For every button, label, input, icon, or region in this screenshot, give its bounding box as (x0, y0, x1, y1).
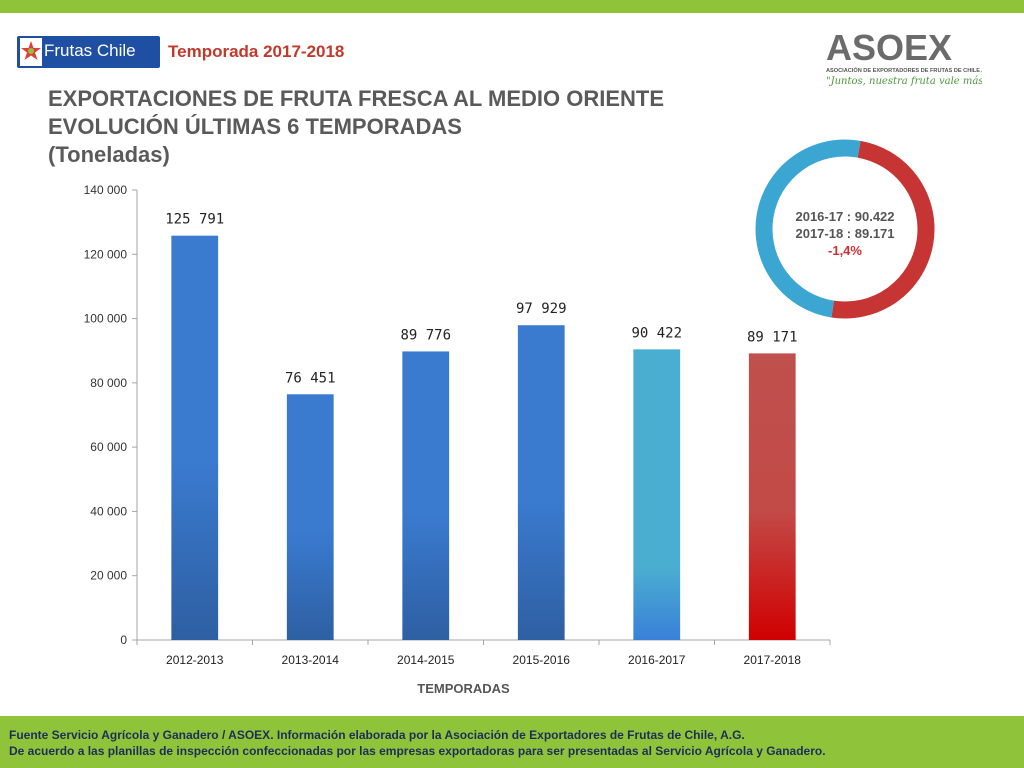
top-accent-bar (0, 0, 1024, 13)
asoex-logo-subtitle: ASOCIACIÓN DE EXPORTADORES DE FRUTAS DE … (826, 66, 982, 74)
bar-value-label: 76 451 (285, 370, 336, 386)
frutas-de-chile-logo: Frutas Chile (17, 36, 160, 68)
y-tick-label: 0 (120, 633, 127, 647)
page-title-line-3: (Toneladas) (48, 142, 170, 167)
bar-2017-2018 (748, 353, 796, 640)
donut-slice-2017-18 (831, 140, 935, 319)
donut-slice-2016-17 (755, 139, 861, 318)
logo-text: Frutas Chile (44, 41, 136, 60)
bar-value-label: 89 776 (400, 327, 451, 343)
y-tick-label: 120 000 (84, 247, 128, 261)
x-axis-title: TEMPORADAS (417, 681, 510, 696)
bar-chart: 0 20 000 40 000 60 000 80 000 100 000 120 000 1… (84, 183, 831, 696)
bar-2014-2015 (402, 351, 450, 640)
y-tick-label: 40 000 (90, 504, 127, 518)
y-tick-label: 100 000 (84, 312, 128, 326)
y-tick-label: 20 000 (90, 569, 127, 583)
footer-bar: Fuente Servicio Agrícola y Ganadero / AS… (0, 716, 1024, 768)
footer-source-line: Fuente Servicio Agrícola y Ganadero / AS… (9, 728, 745, 742)
asoex-logo: ASOEX ASOCIACIÓN DE EXPORTADORES DE FRUT… (826, 28, 982, 87)
bar-value-label: 97 929 (516, 301, 567, 317)
asoex-logo-slogan: "Juntos, nuestra fruta vale más" (826, 76, 982, 87)
bar-value-label: 90 422 (631, 325, 682, 341)
y-tick-label: 60 000 (90, 440, 127, 454)
x-tick-label: 2017-2018 (744, 653, 802, 667)
donut-season-2016-17: 2016-17 : 90.422 (795, 209, 895, 224)
bar-2012-2013 (171, 235, 219, 640)
x-tick-label: 2014-2015 (397, 653, 455, 667)
x-tick-label: 2013-2014 (282, 653, 340, 667)
asoex-logo-name: ASOEX (826, 28, 952, 68)
page-title-line-1: EXPORTACIONES DE FRUTA FRESCA AL MEDIO O… (48, 86, 665, 111)
bar-2015-2016 (517, 325, 565, 640)
donut-season-2017-18: 2017-18 : 89.171 (795, 226, 895, 241)
star-logo-icon (20, 38, 42, 66)
season-label: Temporada 2017-2018 (168, 42, 345, 61)
y-tick-label: 140 000 (84, 183, 128, 197)
bar-value-label: 89 171 (747, 329, 798, 345)
page-title-line-2: EVOLUCIÓN ÚLTIMAS 6 TEMPORADAS (48, 114, 462, 139)
bar-value-label: 125 791 (165, 212, 224, 228)
donut-change-percent: -1,4% (828, 243, 862, 258)
x-tick-label: 2012-2013 (166, 653, 224, 667)
bar-2013-2014 (286, 394, 334, 640)
footer-note-line: De acuerdo a las planillas de inspección… (9, 744, 826, 758)
x-tick-label: 2016-2017 (628, 653, 686, 667)
change-donut (755, 139, 935, 319)
x-tick-label: 2015-2016 (513, 653, 571, 667)
bar-2016-2017 (633, 349, 681, 640)
y-tick-label: 80 000 (90, 376, 127, 390)
